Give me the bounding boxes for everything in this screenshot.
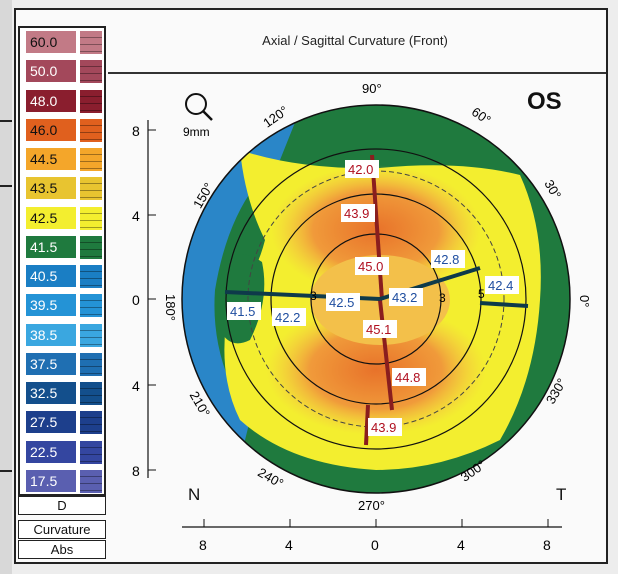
scale-value: 22.5 — [26, 440, 76, 463]
y-tick-label: 8 — [132, 463, 140, 479]
magnifier-icon[interactable] — [185, 93, 213, 121]
angle-label-180: 180° — [163, 294, 178, 321]
scale-value: 32.5 — [26, 382, 76, 404]
scale-value: 42.5 — [26, 206, 76, 229]
scale-value: 43.5 — [26, 177, 76, 200]
window-frame — [0, 0, 12, 574]
scale-row: 42.5 — [20, 204, 104, 233]
scale-swatch — [80, 469, 102, 493]
scale-row: 43.5 — [20, 174, 104, 203]
scale-row: 39.5 — [20, 291, 104, 320]
ring-mark: 3 — [310, 289, 317, 303]
scale-row: 60.0 — [20, 28, 104, 57]
value-label: 42.8 — [434, 252, 459, 267]
scale-swatch — [80, 352, 102, 376]
y-tick-label: 8 — [132, 123, 140, 139]
scale-swatch — [80, 89, 102, 113]
value-label: 45.1 — [366, 322, 391, 337]
value-label: 44.8 — [395, 370, 420, 385]
eye-label: OS — [527, 88, 562, 115]
scale-value: 40.5 — [26, 265, 76, 287]
scale-swatch — [80, 118, 102, 142]
y-tick-label: 0 — [132, 292, 140, 308]
scale-value: 50.0 — [26, 60, 76, 83]
scale-unit: D — [18, 496, 106, 515]
ring-mark: 3 — [439, 291, 446, 305]
value-label: 41.5 — [230, 304, 255, 319]
scale-footer: D Curvature Abs — [18, 496, 106, 564]
y-tick-label: 4 — [132, 378, 140, 394]
value-label: 42.0 — [348, 162, 373, 177]
scale-swatch — [80, 206, 102, 230]
x-tick-label: 8 — [543, 537, 551, 553]
scale-value: 39.5 — [26, 294, 76, 317]
color-scale: 60.0 50.0 48.0 46.0 44.5 43.5 42.5 41.5 40.5 39.5… — [18, 26, 106, 496]
x-axis: 8 4 0 4 8 — [182, 519, 562, 553]
temporal-label: T — [556, 485, 567, 504]
angle-label-0: 0° — [577, 295, 592, 307]
angle-label-90: 90° — [362, 81, 382, 96]
scale-swatch — [80, 148, 102, 171]
scale-value: 17.5 — [26, 469, 76, 492]
scale-value: 46.0 — [26, 118, 76, 141]
x-tick-label: 0 — [371, 537, 379, 553]
scale-type[interactable]: Abs — [18, 540, 106, 559]
scale-row: 40.5 — [20, 262, 104, 291]
scale-row: 37.5 — [20, 350, 104, 379]
value-label: 42.5 — [329, 295, 354, 310]
scale-swatch — [80, 382, 102, 405]
scale-swatch — [80, 31, 102, 54]
value-label: 45.0 — [358, 259, 383, 274]
angle-label-60: 60° — [469, 104, 494, 128]
map-title: Axial / Sagittal Curvature (Front) — [262, 33, 448, 48]
map-size-label: 9mm — [183, 125, 210, 139]
scale-swatch — [80, 411, 102, 435]
scale-value: 38.5 — [26, 323, 76, 346]
scale-row: 32.5 — [20, 379, 104, 408]
value-label: 43.9 — [371, 420, 396, 435]
scale-swatch — [80, 323, 102, 347]
value-label: 42.2 — [275, 310, 300, 325]
nasal-label: N — [188, 485, 201, 504]
ring-mark: 5 — [478, 287, 485, 301]
title-divider — [108, 72, 606, 74]
scale-row: 50.0 — [20, 57, 104, 86]
scale-row: 48.0 — [20, 87, 104, 116]
angle-label-30: 30° — [541, 177, 564, 202]
scale-row: 41.5 — [20, 233, 104, 262]
scale-row: 27.5 — [20, 408, 104, 437]
value-label: 43.2 — [392, 290, 417, 305]
angle-label-270: 270° — [358, 498, 385, 513]
scale-value: 60.0 — [26, 31, 76, 53]
scale-row: 44.5 — [20, 145, 104, 174]
x-tick-label: 8 — [199, 537, 207, 553]
scale-row: 38.5 — [20, 321, 104, 350]
scale-swatch — [80, 60, 102, 84]
scale-row: 22.5 — [20, 438, 104, 467]
y-tick-label: 4 — [132, 208, 140, 224]
scale-swatch — [80, 235, 102, 259]
x-tick-label: 4 — [457, 537, 465, 553]
scale-value: 27.5 — [26, 411, 76, 434]
scale-value: 48.0 — [26, 89, 76, 112]
value-label: 42.4 — [488, 278, 513, 293]
scale-swatch — [80, 265, 102, 288]
scale-value: 44.5 — [26, 148, 76, 170]
value-label: 43.9 — [344, 206, 369, 221]
scale-swatch — [80, 294, 102, 318]
scale-swatch — [80, 440, 102, 464]
x-tick-label: 4 — [285, 537, 293, 553]
scale-row: 46.0 — [20, 116, 104, 145]
scale-value: 37.5 — [26, 352, 76, 375]
y-axis: 8 4 0 4 8 — [132, 120, 156, 479]
scale-row: 17.5 — [20, 467, 104, 496]
scale-swatch — [80, 177, 102, 201]
scale-mode[interactable]: Curvature — [18, 520, 106, 539]
scale-value: 41.5 — [26, 235, 76, 258]
